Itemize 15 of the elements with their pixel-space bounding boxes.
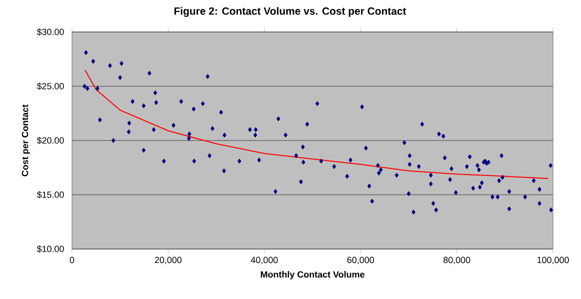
- line-series: [84, 69, 549, 179]
- x-tick-label: 100,000: [537, 256, 569, 264]
- x-tick-label: 0: [70, 256, 74, 264]
- y-tick-label: $15.00: [36, 191, 64, 198]
- x-axis-title: Monthly Contact Volume: [260, 271, 364, 280]
- x-tick-label: 20,000: [154, 256, 182, 264]
- x-tick-label: 80,000: [443, 256, 470, 264]
- y-tick-label: $20.00: [36, 136, 64, 144]
- y-tick-label: $10.00: [36, 245, 64, 253]
- x-tick-label: 40,000: [250, 256, 278, 264]
- x-tick-label: 60,000: [347, 256, 374, 264]
- y-tick-label: $25.00: [36, 82, 64, 90]
- chart-title: Figure 2: Contact Volume vs. Cost per Contact: [174, 7, 406, 17]
- y-tick-label: $30.00: [36, 28, 64, 36]
- y-axis-title: Cost per Contact: [22, 104, 30, 176]
